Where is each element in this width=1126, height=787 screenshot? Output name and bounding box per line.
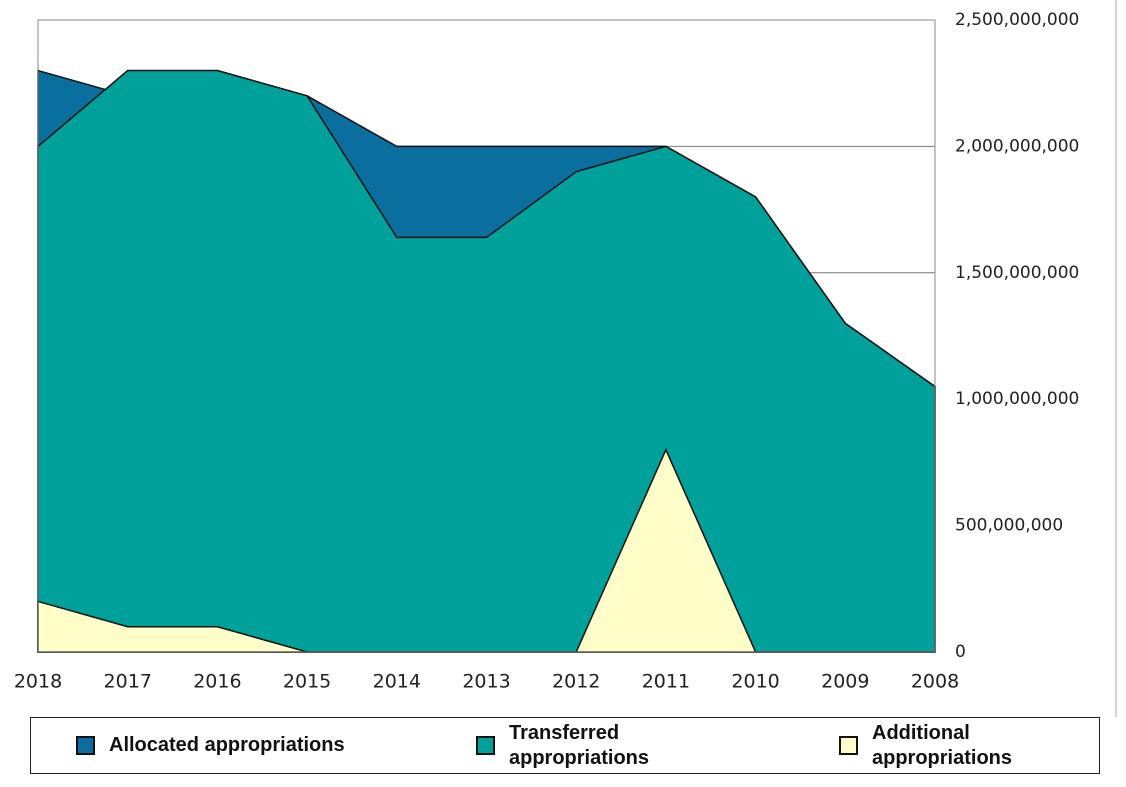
y-tick-label: 1,000,000,000 — [955, 389, 1079, 409]
legend-item: Transferred appropriations — [476, 718, 776, 773]
legend-item: Additional appropriations — [839, 718, 1089, 773]
x-tick-label: 2017 — [104, 671, 152, 693]
x-tick-label: 2009 — [821, 671, 869, 693]
x-tick-label: 2013 — [462, 671, 510, 693]
legend-swatch — [476, 736, 495, 755]
y-tick-label: 0 — [955, 642, 966, 662]
legend: Allocated appropriations Transferred appr… — [30, 717, 1100, 774]
legend-swatch — [839, 736, 858, 755]
y-tick-label: 2,000,000,000 — [955, 136, 1079, 156]
y-tick-label: 2,500,000,000 — [955, 10, 1079, 30]
y-tick-label: 500,000,000 — [955, 516, 1063, 536]
x-tick-label: 2008 — [911, 671, 959, 693]
legend-label: Transferred appropriations — [509, 721, 650, 769]
chart: 0 500,000,000 1,000,000,000 1,500,000,000 2,… — [14, 0, 1117, 717]
x-tick-label: 2012 — [552, 671, 600, 693]
legend-label: Additional appropriations — [872, 721, 1013, 769]
legend-swatch — [76, 736, 95, 755]
plot-border — [37, 19, 936, 653]
x-tick-label: 2010 — [731, 671, 779, 693]
y-tick-label: 1,500,000,000 — [955, 263, 1079, 283]
legend-label: Allocated appropriations — [109, 734, 345, 756]
legend-item: Allocated appropriations — [76, 718, 436, 773]
x-tick-label: 2011 — [642, 671, 690, 693]
x-tick-label: 2018 — [14, 671, 62, 693]
x-tick-label: 2014 — [373, 671, 421, 693]
x-tick-label: 2016 — [193, 671, 241, 693]
x-tick-label: 2015 — [283, 671, 331, 693]
